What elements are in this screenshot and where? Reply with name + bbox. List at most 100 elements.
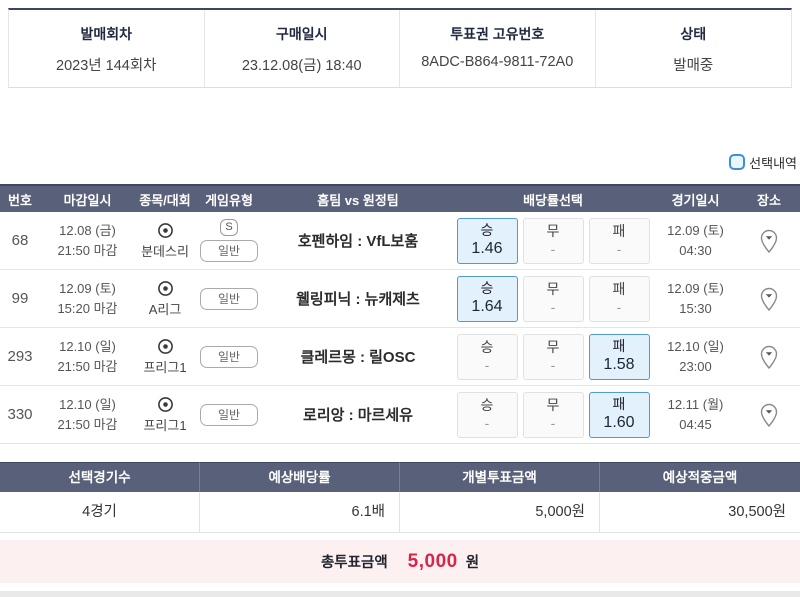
odd-button-lose[interactable]: 패 1.58	[588, 333, 650, 380]
league-name: 프리그1	[143, 417, 187, 433]
odd-button-lose[interactable]: 패 -	[588, 275, 650, 322]
summary-header-odds: 예상배당률	[200, 462, 400, 492]
match-number: 330	[7, 406, 33, 423]
col-header-deadline: 마감일시	[63, 192, 112, 208]
odd-button-win[interactable]: 승 1.46	[456, 217, 518, 264]
league-name: A리그	[148, 301, 182, 317]
map-pin-icon[interactable]	[757, 344, 781, 370]
match-teams: 호펜하임 : VfL보훔	[297, 233, 419, 250]
selection-checkbox[interactable]	[729, 154, 746, 170]
game-type-cell: S 일반	[195, 219, 263, 262]
selection-toggle-row: 선택내역	[0, 152, 800, 172]
match-time-cell: 12.09 (토) 04:30	[667, 223, 724, 258]
table-row: 293 12.10 (일) 21:50 마감 프리그1 S 일반 클레르몽 : …	[0, 328, 800, 386]
game-type-badge: 일반	[200, 345, 258, 368]
deadline-cell: 12.10 (일) 21:50 마감	[57, 339, 118, 374]
info-label: 상태	[680, 26, 707, 42]
deadline-cell: 12.08 (금) 21:50 마감	[57, 223, 118, 258]
soccer-icon	[157, 338, 173, 354]
match-table: 번호 마감일시 종목/대회 게임유형 홈팀 vs 원정팀 배당률선택 경기일시 …	[0, 184, 800, 444]
summary-header-row: 선택경기수 예상배당률 개별투표금액 예상적중금액	[0, 462, 800, 492]
info-value: 23.12.08(금) 18:40	[241, 58, 362, 74]
info-value: 8ADC-B864-9811-72A0	[421, 54, 574, 70]
place-cell	[738, 286, 800, 312]
odd-button-draw[interactable]: 무 -	[522, 391, 584, 438]
soccer-icon	[157, 396, 173, 412]
summary-value-bet-amount: 5,000원	[400, 492, 600, 533]
s-badge: S	[220, 219, 238, 236]
sport-league-cell: 분데스리	[135, 222, 195, 260]
status-badge: 발매중	[673, 58, 714, 74]
league-name: 프리그1	[143, 359, 187, 375]
col-header-sport: 종목/대회	[139, 192, 191, 208]
soccer-icon	[157, 280, 173, 296]
bottom-divider	[0, 591, 800, 597]
odds-group: 승 - 무 - 패 1.58	[453, 333, 653, 380]
odd-button-lose[interactable]: 패 1.60	[588, 391, 650, 438]
league-name: 분데스리	[141, 243, 189, 259]
total-bet-unit: 원	[465, 555, 480, 571]
sport-league-cell: 프리그1	[135, 396, 195, 434]
map-pin-icon[interactable]	[757, 228, 781, 254]
total-bet-row: 총투표금액 5,000 원	[0, 540, 800, 583]
game-type-cell: S 일반	[195, 403, 263, 426]
map-pin-icon[interactable]	[757, 402, 781, 428]
info-cell-round: 발매회차 2023년 144회차	[9, 10, 205, 87]
info-cell-ticket-number: 투표권 고유번호 8ADC-B864-9811-72A0	[400, 10, 596, 87]
sport-league-cell: A리그	[135, 280, 195, 318]
sport-league-cell: 프리그1	[135, 338, 195, 376]
total-bet-amount: 5,000	[407, 550, 458, 572]
odd-button-win[interactable]: 승 -	[456, 391, 518, 438]
deadline-cell: 12.10 (일) 21:50 마감	[57, 397, 118, 432]
col-header-teams: 홈팀 vs 원정팀	[317, 192, 399, 208]
deadline-cell: 12.09 (토) 15:20 마감	[57, 281, 118, 316]
match-time-cell: 12.11 (월) 04:45	[667, 397, 724, 432]
odd-button-lose[interactable]: 패 -	[588, 217, 650, 264]
odd-button-win[interactable]: 승 -	[456, 333, 518, 380]
game-type-cell: S 일반	[195, 287, 263, 310]
table-row: 68 12.08 (금) 21:50 마감 분데스리 S 일반 호펜하임 : V…	[0, 212, 800, 270]
match-number: 99	[11, 290, 29, 307]
summary-header-bet-amount: 개별투표금액	[400, 462, 600, 492]
col-header-odds: 배당률선택	[523, 192, 583, 208]
match-number: 293	[7, 348, 33, 365]
soccer-icon	[157, 222, 173, 238]
game-type-badge: 일반	[200, 287, 258, 310]
odd-button-draw[interactable]: 무 -	[522, 333, 584, 380]
map-pin-icon[interactable]	[757, 286, 781, 312]
odd-button-draw[interactable]: 무 -	[522, 275, 584, 322]
summary-value-games: 4경기	[0, 492, 200, 533]
table-row: 99 12.09 (토) 15:20 마감 A리그 S 일반 웰링피닉 : 뉴캐…	[0, 270, 800, 328]
odd-button-win[interactable]: 승 1.64	[456, 275, 518, 322]
info-value: 2023년 144회차	[56, 58, 157, 74]
ticket-info-table: 발매회차 2023년 144회차 구매일시 23.12.08(금) 18:40 …	[8, 8, 792, 88]
place-cell	[738, 344, 800, 370]
match-table-header: 번호 마감일시 종목/대회 게임유형 홈팀 vs 원정팀 배당률선택 경기일시 …	[0, 184, 800, 212]
odds-group: 승 1.64 무 - 패 -	[453, 275, 653, 322]
match-number: 68	[11, 232, 29, 249]
match-time-cell: 12.09 (토) 15:30	[667, 281, 724, 316]
summary-value-row: 4경기 6.1배 5,000원 30,500원	[0, 492, 800, 533]
table-row: 330 12.10 (일) 21:50 마감 프리그1 S 일반 로리앙 : 마…	[0, 386, 800, 444]
game-type-cell: S 일반	[195, 345, 263, 368]
info-cell-status: 상태 발매중	[596, 10, 792, 87]
match-time-cell: 12.10 (일) 23:00	[667, 339, 724, 374]
game-type-badge: 일반	[200, 403, 258, 426]
info-label: 발매회차	[80, 26, 133, 42]
match-teams: 웰링피닉 : 뉴캐제츠	[296, 291, 420, 308]
bet-summary-table: 선택경기수 예상배당률 개별투표금액 예상적중금액 4경기 6.1배 5,000…	[0, 462, 800, 533]
col-header-game-type: 게임유형	[205, 192, 253, 208]
summary-value-expected-winnings: 30,500원	[600, 492, 800, 533]
summary-header-expected-winnings: 예상적중금액	[600, 462, 800, 492]
summary-value-odds: 6.1배	[200, 492, 400, 533]
place-cell	[738, 228, 800, 254]
match-teams: 로리앙 : 마르세유	[303, 407, 413, 424]
place-cell	[738, 402, 800, 428]
info-label: 투표권 고유번호	[450, 26, 545, 42]
col-header-match-time: 경기일시	[671, 192, 720, 208]
odd-button-draw[interactable]: 무 -	[522, 217, 584, 264]
total-bet-label: 총투표금액	[320, 555, 388, 571]
info-cell-purchase-time: 구매일시 23.12.08(금) 18:40	[205, 10, 400, 87]
col-header-no: 번호	[8, 192, 32, 208]
odds-group: 승 1.46 무 - 패 -	[453, 217, 653, 264]
